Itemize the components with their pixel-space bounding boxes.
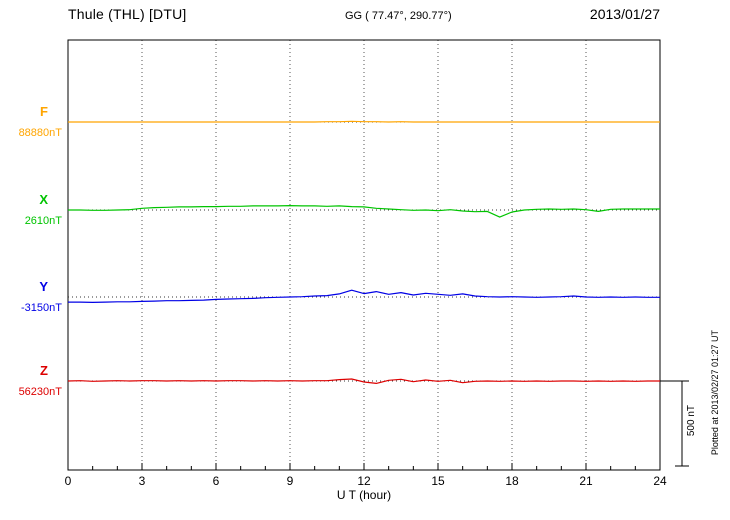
series-baseline-value-Z: 56230nT xyxy=(18,386,62,398)
x-tick-label: 12 xyxy=(357,474,371,488)
x-tick-label: 6 xyxy=(213,474,220,488)
x-tick-label: 24 xyxy=(653,474,667,488)
series-letter-F: F xyxy=(40,104,48,119)
series-letter-Z: Z xyxy=(40,363,48,378)
x-axis-title: U T (hour) xyxy=(336,488,392,502)
trace-Y xyxy=(68,289,660,303)
x-tick-label: 21 xyxy=(579,474,593,488)
x-tick-label: 15 xyxy=(431,474,445,488)
series-baseline-value-F: 88880nT xyxy=(18,127,62,139)
trace-X xyxy=(68,205,660,218)
series-letter-X: X xyxy=(39,192,48,207)
x-tick-label: 9 xyxy=(287,474,294,488)
series-baseline-value-X: 2610nT xyxy=(24,215,62,227)
trace-Z xyxy=(67,378,660,384)
scale-bar-label: 500 nT xyxy=(686,405,697,437)
geographic-coords: GG ( 77.47°, 290.77°) xyxy=(345,10,452,22)
series-letter-Y: Y xyxy=(39,279,48,294)
series-baseline-value-Y: -3150nT xyxy=(21,302,62,314)
x-tick-label: 0 xyxy=(65,474,72,488)
x-tick-label: 3 xyxy=(139,474,146,488)
plot-date: 2013/01/27 xyxy=(589,6,660,22)
trace-F xyxy=(68,120,660,123)
x-tick-label: 18 xyxy=(505,474,519,488)
plotted-at-note: Plotted at 2013/02/27 01:27 UT xyxy=(710,330,720,456)
station-title: Thule (THL) [DTU] xyxy=(68,6,187,22)
